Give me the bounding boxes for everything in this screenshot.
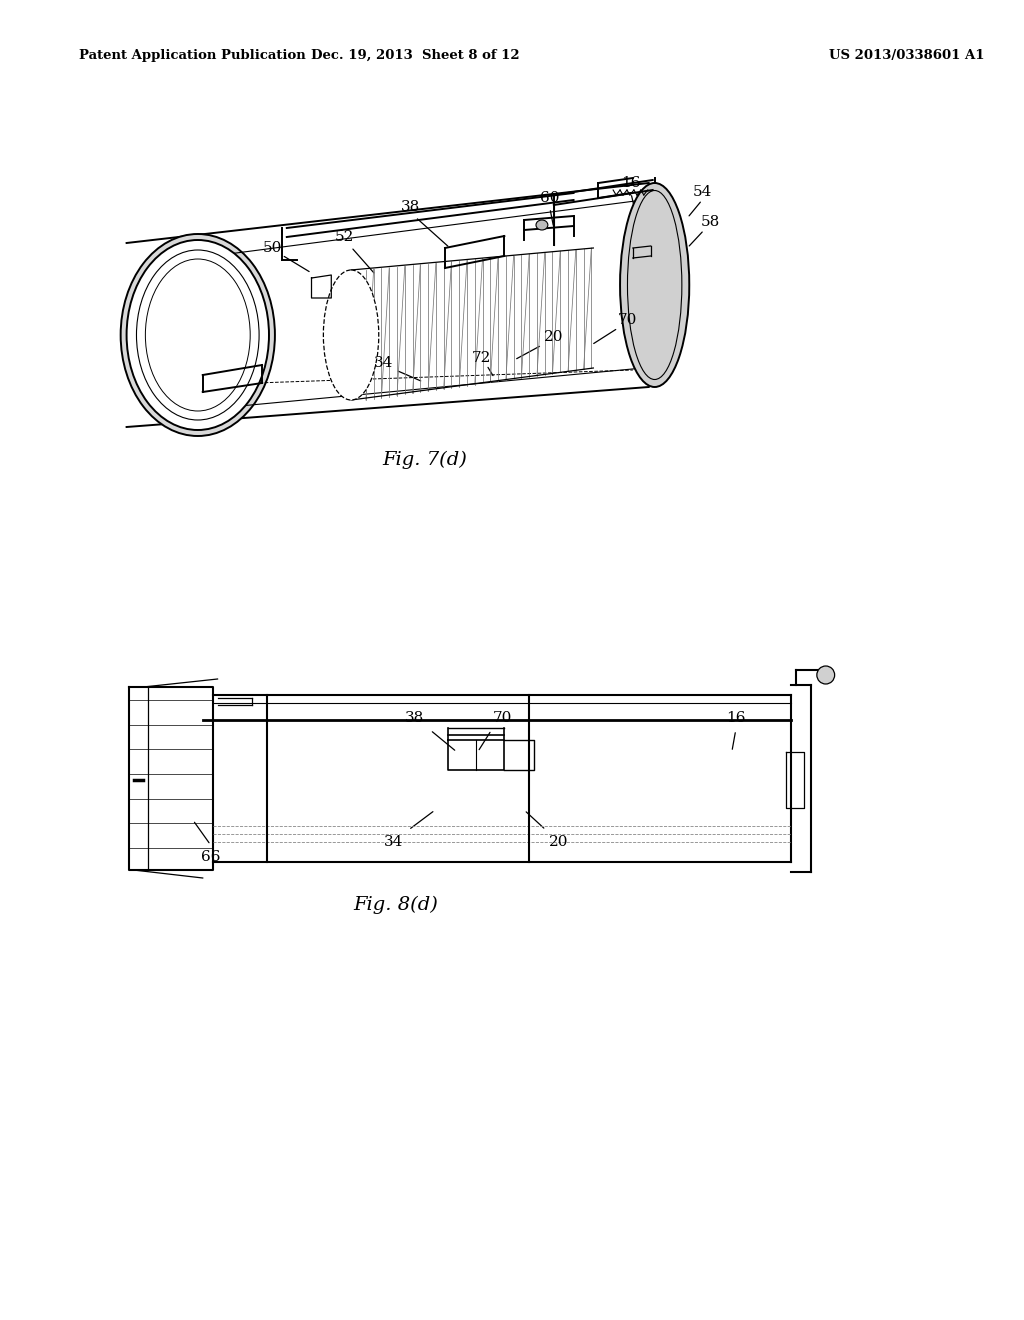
- Ellipse shape: [121, 234, 274, 436]
- Text: 60: 60: [540, 191, 559, 205]
- Ellipse shape: [536, 220, 548, 230]
- Text: 34: 34: [384, 836, 403, 849]
- Text: 16: 16: [622, 176, 641, 190]
- Text: 34: 34: [374, 356, 393, 370]
- Text: 38: 38: [404, 711, 424, 725]
- Text: 20: 20: [544, 330, 563, 345]
- Text: Fig. 7(d): Fig. 7(d): [383, 451, 468, 469]
- Ellipse shape: [817, 667, 835, 684]
- Text: 66: 66: [201, 850, 220, 865]
- Ellipse shape: [324, 271, 379, 400]
- Text: US 2013/0338601 A1: US 2013/0338601 A1: [828, 49, 984, 62]
- Text: 70: 70: [617, 313, 637, 327]
- Text: 58: 58: [700, 215, 720, 228]
- Ellipse shape: [127, 240, 269, 430]
- Text: 54: 54: [692, 185, 712, 199]
- Text: Patent Application Publication: Patent Application Publication: [79, 49, 306, 62]
- Text: 20: 20: [549, 836, 568, 849]
- Text: 52: 52: [335, 230, 354, 244]
- Text: 16: 16: [726, 711, 745, 725]
- Text: 72: 72: [472, 351, 492, 366]
- Text: 70: 70: [493, 711, 512, 725]
- Text: Fig. 8(d): Fig. 8(d): [353, 896, 438, 915]
- Text: 38: 38: [400, 201, 420, 214]
- Ellipse shape: [621, 183, 689, 387]
- Text: Dec. 19, 2013  Sheet 8 of 12: Dec. 19, 2013 Sheet 8 of 12: [311, 49, 519, 62]
- Text: 50: 50: [262, 242, 282, 255]
